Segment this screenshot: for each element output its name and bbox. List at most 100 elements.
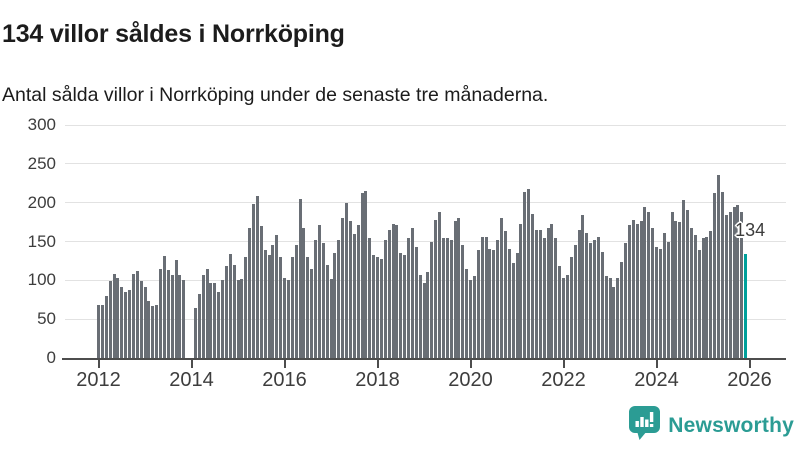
y-axis-labels: 0 50 100 150 200 250 300: [0, 115, 56, 367]
bar: [376, 257, 379, 358]
bar: [717, 175, 720, 358]
bar: [728, 212, 732, 358]
bar: [275, 235, 279, 358]
bar: [387, 229, 391, 358]
x-tick-label-2016: 2016: [262, 369, 307, 391]
bar-latest-highlight: [744, 253, 748, 358]
bar: [713, 193, 717, 358]
bar: [162, 256, 166, 358]
x-tick-label-2024: 2024: [634, 369, 679, 391]
bar: [705, 236, 709, 358]
x-tick-2024: [655, 360, 658, 368]
bar: [627, 225, 631, 358]
bar: [147, 301, 151, 358]
bar: [379, 258, 383, 358]
bar: [224, 266, 228, 358]
bar: [321, 243, 325, 358]
bar: [515, 253, 519, 358]
bar: [128, 289, 131, 358]
x-tick-2018: [376, 360, 379, 368]
bar: [697, 250, 701, 358]
bar: [538, 229, 542, 358]
bar: [395, 225, 399, 358]
bar: [635, 223, 639, 358]
bar: [550, 223, 554, 358]
bar: [608, 278, 612, 358]
bar: [255, 195, 259, 358]
bar: [658, 248, 662, 358]
bar: [209, 282, 213, 358]
bar: [740, 212, 744, 358]
bar: [488, 248, 492, 358]
y-tick-label-250: 250: [27, 153, 56, 173]
bar: [263, 250, 267, 358]
y-tick-label-150: 150: [27, 231, 56, 251]
y-tick-label-50: 50: [37, 309, 56, 329]
bar: [267, 254, 271, 358]
bar: [426, 271, 430, 358]
bar: [228, 253, 232, 358]
y-tick-label-200: 200: [27, 192, 56, 212]
bar: [593, 239, 596, 358]
gridline-250: [65, 163, 786, 165]
bar: [403, 254, 407, 358]
bar: [356, 225, 360, 358]
bar: [252, 204, 255, 358]
bar: [511, 263, 515, 358]
bar: [643, 206, 647, 358]
bar: [182, 280, 186, 358]
bar: [197, 293, 201, 358]
bar: [290, 257, 294, 358]
bar: [720, 191, 724, 358]
bar: [527, 188, 531, 358]
bar: [441, 238, 445, 358]
bar: [465, 268, 469, 358]
bar: [244, 257, 248, 358]
bar: [534, 229, 538, 358]
x-tick-label-2012: 2012: [76, 369, 121, 391]
bar: [325, 264, 329, 358]
bar: [100, 305, 104, 358]
y-tick-label-100: 100: [27, 270, 56, 290]
bar: [503, 231, 507, 358]
plot-area: 134: [65, 124, 786, 358]
latest-value-label: 134: [735, 219, 766, 240]
bar: [414, 246, 418, 358]
bar: [655, 246, 658, 358]
bar: [438, 212, 441, 358]
bar: [620, 261, 624, 358]
bar: [631, 219, 635, 358]
bar: [333, 253, 337, 358]
bar: [159, 268, 162, 358]
gridline-300: [65, 124, 786, 126]
bar: [170, 274, 174, 358]
bar: [546, 228, 550, 358]
bar: [217, 291, 221, 358]
bar: [662, 232, 666, 358]
bar: [166, 270, 170, 358]
bar: [97, 305, 100, 358]
bar: [236, 279, 240, 358]
bar: [480, 236, 484, 358]
bar: [461, 245, 465, 358]
bar: [445, 238, 449, 358]
bar: [372, 254, 376, 358]
bar: [178, 274, 182, 358]
x-tick-2026: [748, 360, 751, 368]
bar: [670, 212, 674, 358]
bar: [589, 243, 593, 358]
x-tick-label-2026: 2026: [727, 369, 772, 391]
x-tick-label-2014: 2014: [169, 369, 214, 391]
bar: [399, 253, 403, 358]
bar: [364, 191, 368, 358]
bar: [453, 221, 457, 358]
bar: [500, 218, 503, 358]
gridline-50: [65, 318, 786, 320]
bar: [345, 203, 348, 358]
bar: [306, 257, 310, 358]
bar: [709, 231, 713, 358]
bar: [569, 257, 573, 358]
bar: [348, 221, 352, 358]
bar: [143, 286, 147, 358]
bar: [174, 260, 178, 358]
